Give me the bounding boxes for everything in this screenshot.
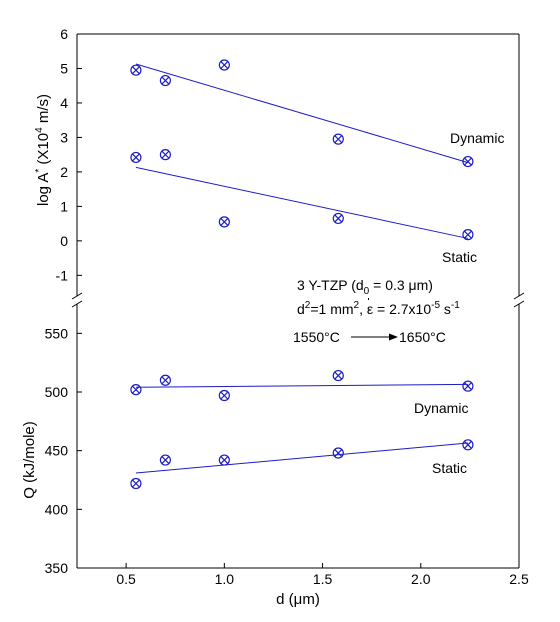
x-tick-label: 2.5 bbox=[509, 571, 529, 587]
y-tick-label: 500 bbox=[45, 384, 69, 400]
data-point bbox=[159, 454, 171, 466]
y-axis-label-bottom: Q (kJ/mole) bbox=[21, 421, 38, 499]
label-top-static: Static bbox=[442, 249, 477, 265]
x-tick-label: 2.0 bbox=[411, 571, 431, 587]
data-point bbox=[462, 380, 474, 392]
temp-arrow-head bbox=[389, 333, 398, 341]
y-tick-label: 2 bbox=[60, 164, 68, 180]
label-bottom-static: Static bbox=[432, 460, 467, 476]
fit-line bbox=[135, 63, 469, 164]
data-points bbox=[130, 59, 474, 490]
x-tick-label: 0.5 bbox=[116, 571, 136, 587]
data-point bbox=[159, 374, 171, 386]
data-point bbox=[159, 74, 171, 87]
fit-line bbox=[135, 383, 468, 388]
annotation-temp-start: 1550°C bbox=[293, 329, 340, 345]
data-point bbox=[218, 454, 230, 466]
y-tick-label: 450 bbox=[45, 443, 69, 459]
data-point bbox=[462, 155, 474, 168]
y-tick-label: 5 bbox=[60, 60, 68, 76]
annotation-material: 3 Y-TZP (d0 = 0.3 μm) bbox=[297, 277, 433, 297]
y-axis-label-top: log A* (X104 m/s) bbox=[34, 94, 52, 206]
annotation-conditions: d2=1 mm2, ε = 2.7x10-5 s-1 bbox=[297, 300, 460, 317]
data-point bbox=[130, 64, 142, 76]
data-point bbox=[218, 389, 230, 402]
x-axis-label: d (μm) bbox=[276, 591, 320, 608]
ticks-layer: 0.5 1.0 1.5 2.0 2.5 -1 0 1 2 3 4 5 6 350 400 450 500 550 bbox=[45, 26, 529, 587]
data-point bbox=[332, 447, 344, 459]
data-point bbox=[332, 369, 344, 382]
y-tick-label: 1 bbox=[60, 198, 68, 214]
axis-break-right bbox=[513, 292, 525, 308]
axis-break-left bbox=[71, 292, 83, 308]
data-point bbox=[218, 216, 230, 228]
y-tick-label: -1 bbox=[56, 267, 69, 283]
y-tick-label: 350 bbox=[45, 560, 69, 576]
data-point bbox=[332, 133, 344, 145]
y-tick-label: 550 bbox=[45, 325, 69, 341]
y-tick-label: 6 bbox=[60, 26, 68, 42]
x-tick-label: 1.5 bbox=[313, 571, 333, 587]
y-tick-label: 4 bbox=[60, 95, 68, 111]
data-point bbox=[332, 212, 344, 225]
fit-lines bbox=[135, 63, 469, 474]
label-top-dynamic: Dynamic bbox=[450, 130, 504, 146]
x-tick-label: 1.0 bbox=[215, 571, 235, 587]
fit-line bbox=[135, 166, 469, 239]
data-point bbox=[130, 384, 142, 396]
data-point bbox=[462, 439, 474, 451]
y-tick-label: 400 bbox=[45, 501, 69, 517]
data-point bbox=[218, 59, 230, 71]
label-bottom-dynamic: Dynamic bbox=[414, 400, 468, 416]
y-tick-label: 3 bbox=[60, 129, 68, 145]
y-tick-label: 0 bbox=[60, 233, 68, 249]
data-point bbox=[159, 149, 171, 161]
fit-line bbox=[135, 442, 468, 474]
data-point bbox=[462, 229, 474, 241]
data-point bbox=[130, 477, 142, 490]
annotation-temp-end: 1650°C bbox=[399, 329, 446, 345]
data-point bbox=[130, 151, 142, 164]
